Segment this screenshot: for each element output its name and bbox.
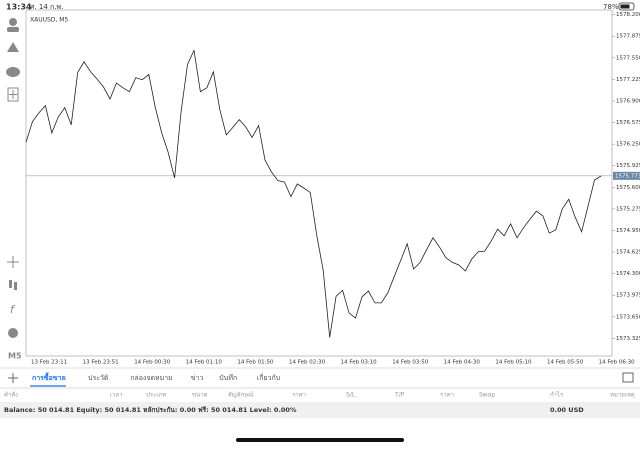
column-headers: คำสั่ง เวลา ประเภท ขนาด สัญลักษณ์ ราคา S/L T/P ร… [4,391,635,399]
chart-frame [25,9,613,357]
column-header: Swap [479,392,495,399]
y-tick-label: 1575.925 [616,163,640,169]
x-tick-label: 14 Feb 05:10 [495,360,532,366]
y-tick-label: 1574.300 [616,271,640,277]
y-tick-label: 1576.250 [616,142,640,148]
crosshair-icon[interactable] [7,256,19,268]
y-tick-label: 1574.950 [616,228,640,234]
battery-fill [620,4,630,9]
y-tick-label: 1576.575 [616,120,640,126]
function-icon[interactable]: f [10,303,16,316]
x-tick-label: 14 Feb 01:50 [237,360,274,366]
column-header: ราคา [440,392,454,399]
tab[interactable]: กล่องจดหมาย [130,374,172,382]
column-header: เวลา [110,392,122,399]
x-tick-label: 14 Feb 00:30 [134,360,171,366]
chat-icon[interactable] [6,67,20,77]
y-tick-label: 1574.625 [616,250,640,256]
column-header: T/P [394,392,405,399]
x-tick-label: 14 Feb 03:50 [392,360,429,366]
layout-icon[interactable] [622,372,634,383]
account-icon[interactable] [9,18,17,26]
y-tick-label: 1578.200 [616,12,640,18]
trade-icon[interactable] [7,42,19,52]
plus-icon [9,90,17,99]
summary-bar [0,402,640,418]
indicator-icon-2 [14,282,17,290]
tab[interactable]: เกี่ยวกับ [257,373,280,382]
left-toolbar: f [6,18,20,338]
objects-icon[interactable] [8,328,18,338]
add-button[interactable] [8,373,18,383]
battery-icon [618,2,635,11]
account-icon-body [7,27,19,32]
indicator-icon[interactable] [9,280,12,288]
tab[interactable]: ประวัติ [88,374,109,382]
column-header: S/L [346,392,356,399]
y-tick-label: 1577.225 [616,77,640,83]
chart-title: XAUUSD, M5 [30,17,68,24]
tabs: การซื้อขาย ประวัติ กล่องจดหมาย ข่าว บันทึก เก… [30,371,280,387]
y-tick-label: 1573.975 [616,293,640,299]
x-tick-label: 13 Feb 23:51 [83,360,119,366]
y-tick-label: 1573.325 [616,336,640,342]
current-price-tag [613,171,640,180]
column-header: หมายเหตุ [610,392,635,399]
column-header: กำไร [550,391,564,399]
new-order-icon[interactable] [7,87,19,102]
column-header: ขนาด [192,392,208,399]
chart-layer: 1578.200 1577.875 1577.550 1577.225 1576.900… [25,12,640,366]
y-tick-label: 1575.275 [616,206,640,212]
x-tick-label: 14 Feb 02:30 [289,360,326,366]
x-tick-label: 14 Feb 01:10 [186,360,223,366]
y-tick-label: 1575.600 [616,185,640,191]
battery-level: 78% [603,3,619,11]
home-indicator [236,438,404,442]
column-header: สัญลักษณ์ [228,391,254,399]
summary-total: 0.00 USD [550,406,584,414]
y-tick-label: 1573.650 [616,314,640,320]
column-header: ราคา [292,392,306,399]
x-tick-label: 14 Feb 03:10 [341,360,378,366]
tab[interactable]: การซื้อขาย [32,371,66,382]
summary-text: Balance: 50 014.81 Equity: 50 014.81 หลั… [4,406,297,414]
tab[interactable]: บันทึก [219,373,237,382]
x-tick-label: 14 Feb 06:30 [599,360,636,366]
x-tick-label: 14 Feb 04:30 [444,360,481,366]
y-tick-label: 1577.550 [616,55,640,61]
tab[interactable]: ข่าว [191,374,204,382]
x-tick-label: 13 Feb 23:11 [31,360,67,366]
status-date: ศ. 14 ก.พ. [30,3,63,11]
column-header: ประเภท [146,392,166,399]
x-tick-label: 14 Feb 05:50 [547,360,584,366]
column-header: คำสั่ง [4,391,18,399]
y-tick-label: 1576.900 [616,98,640,104]
price-line [25,49,602,338]
y-tick-label: 1577.875 [616,34,640,40]
timeframe-button[interactable]: M5 [8,352,22,361]
current-price-label: 1575.773 [615,173,640,179]
status-time: 13:34 [6,3,32,12]
